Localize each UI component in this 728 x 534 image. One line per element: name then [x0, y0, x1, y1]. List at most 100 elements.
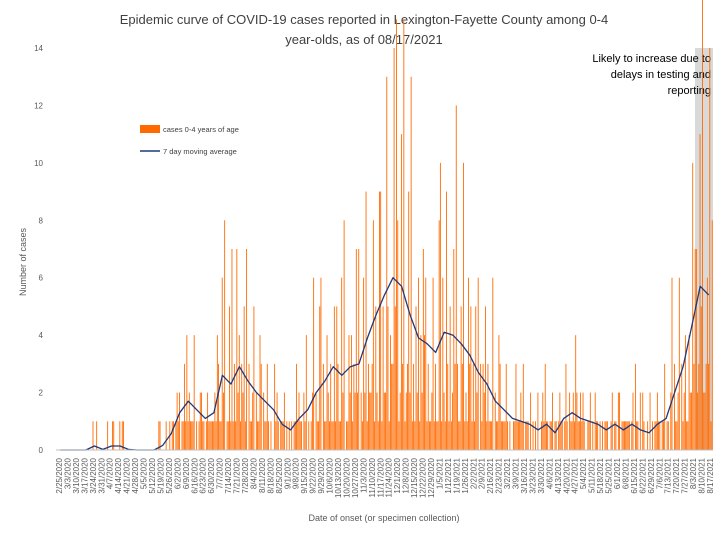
- case-bar: [448, 421, 450, 450]
- case-bar: [705, 363, 707, 450]
- case-bar: [581, 421, 583, 450]
- case-bar: [350, 335, 352, 450]
- case-bar: [311, 392, 313, 450]
- case-bar: [420, 335, 422, 450]
- case-bar: [357, 392, 358, 450]
- case-bar: [513, 421, 514, 450]
- case-bar: [659, 421, 661, 450]
- case-bar: [263, 392, 265, 450]
- case-bar: [177, 421, 179, 450]
- delay-note-line-2: delays in testing and: [611, 69, 711, 81]
- case-bar: [468, 277, 469, 450]
- case-bar: [522, 363, 524, 450]
- case-bar: [527, 421, 529, 450]
- case-bar: [224, 220, 226, 450]
- case-bar: [470, 306, 472, 450]
- x-tick-label: 8/17/2021: [706, 457, 715, 493]
- x-tick-label: 7/28/2020: [241, 457, 250, 493]
- x-tick-label: 2/2/2021: [469, 457, 478, 489]
- case-bar: [165, 421, 167, 450]
- case-bar: [604, 421, 606, 450]
- case-bar: [697, 392, 699, 450]
- case-bar: [637, 421, 639, 450]
- case-bar: [241, 363, 243, 450]
- case-bar: [438, 220, 440, 450]
- case-bar: [176, 392, 178, 450]
- case-bar: [202, 421, 204, 450]
- case-bar: [661, 421, 663, 450]
- case-bar: [619, 392, 621, 450]
- x-tick-label: 12/29/2020: [427, 457, 436, 498]
- case-bar: [432, 277, 434, 450]
- case-bar: [319, 306, 321, 450]
- case-bar: [232, 421, 234, 450]
- x-tick-label: 11/10/2020: [368, 457, 377, 497]
- case-bar: [583, 421, 585, 450]
- x-tick-label: 7/27/2021: [681, 457, 690, 493]
- x-tick-label: 4/14/2020: [114, 457, 123, 493]
- case-bar: [410, 76, 412, 451]
- case-bar: [499, 363, 501, 450]
- case-bar: [92, 421, 94, 450]
- x-tick-label: 4/13/2021: [554, 457, 563, 493]
- case-bar: [575, 335, 577, 450]
- case-bar: [190, 421, 191, 450]
- case-bar: [383, 392, 385, 450]
- x-tick-label: 4/28/2020: [131, 457, 140, 493]
- x-tick-label: 3/10/2020: [72, 457, 81, 493]
- case-bar: [703, 392, 705, 450]
- case-bar: [377, 421, 379, 450]
- case-bar: [515, 363, 517, 450]
- case-bar: [275, 421, 277, 450]
- case-bar: [606, 421, 608, 450]
- case-bar: [248, 363, 250, 450]
- case-bar: [283, 392, 285, 450]
- case-bar: [240, 421, 241, 450]
- x-tick-label: 5/5/2020: [140, 457, 149, 489]
- case-bar: [687, 421, 689, 450]
- case-bar: [253, 306, 255, 450]
- case-bar: [656, 392, 658, 450]
- case-bar: [686, 421, 688, 450]
- case-bar: [381, 421, 383, 450]
- x-tick-label: 1/5/2021: [435, 457, 444, 489]
- case-bar: [207, 392, 209, 450]
- case-bar: [387, 306, 389, 450]
- case-bar: [449, 306, 451, 450]
- case-bar: [574, 421, 575, 450]
- case-bar: [667, 421, 669, 450]
- x-tick-label: 6/1/2021: [613, 457, 622, 489]
- case-bar: [121, 421, 123, 450]
- x-tick-label: 6/8/2021: [621, 457, 630, 489]
- x-tick-label: 6/16/2020: [190, 457, 199, 493]
- case-bar: [404, 421, 406, 450]
- case-bar: [327, 392, 329, 450]
- case-bar: [252, 392, 254, 450]
- case-bar: [433, 421, 435, 450]
- case-bar: [397, 220, 399, 450]
- case-bar: [621, 421, 623, 450]
- case-bar: [325, 421, 327, 450]
- case-bar: [229, 306, 230, 450]
- case-bar: [594, 392, 596, 450]
- case-bar: [358, 249, 360, 450]
- x-tick-label: 4/7/2020: [106, 457, 115, 489]
- case-bar: [624, 421, 625, 450]
- case-bar: [173, 421, 174, 450]
- case-bar: [565, 363, 567, 450]
- case-bar: [270, 421, 272, 450]
- case-bar: [485, 306, 486, 450]
- case-bar: [546, 421, 547, 450]
- case-bar: [304, 421, 306, 450]
- case-bar: [389, 335, 391, 450]
- case-bar: [277, 421, 279, 450]
- case-bar: [386, 76, 388, 451]
- case-bar: [577, 421, 579, 450]
- case-bar: [480, 363, 482, 450]
- case-bar: [203, 421, 205, 450]
- case-bar: [576, 392, 578, 450]
- case-bar: [303, 392, 305, 450]
- case-bar: [274, 363, 276, 450]
- case-bar: [210, 421, 212, 450]
- case-bar: [425, 277, 427, 450]
